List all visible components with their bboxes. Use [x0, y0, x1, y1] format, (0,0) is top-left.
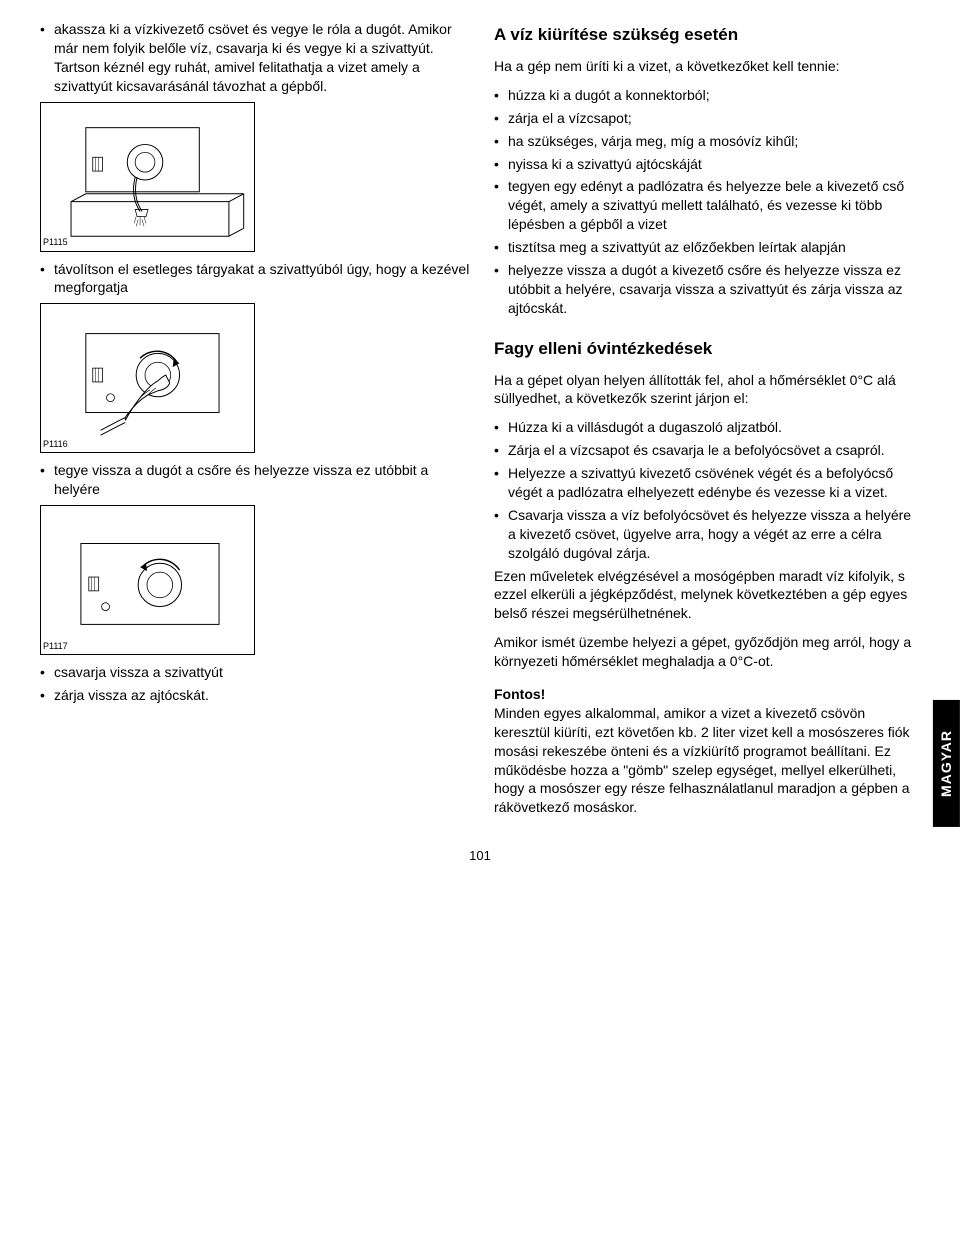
list-item: Zárja el a vízcsapot és csavarja le a be… [494, 441, 920, 460]
important-label: Fontos! [494, 686, 545, 702]
section2-bullet-list: Húzza ki a villásdugót a dugaszoló aljza… [494, 418, 920, 562]
figure-p1115: P1115 [40, 102, 255, 252]
left-column: akassza ki a vízkivezető csövet és vegye… [40, 20, 470, 817]
figure-p1116: P1116 [40, 303, 255, 453]
section2-paragraph: Ezen műveletek elvégzésével a mosógépben… [494, 567, 920, 624]
section-heading-drain: A víz kiürítése szükség esetén [494, 24, 920, 47]
section-heading-frost: Fagy elleni óvintézkedések [494, 338, 920, 361]
pump-hand-rotate-diagram-icon [41, 304, 254, 452]
important-block: Fontos! Minden egyes alkalommal, amikor … [494, 685, 920, 817]
language-side-tab: MAGYAR [933, 700, 960, 827]
list-item: csavarja vissza a szivattyút [40, 663, 470, 682]
list-item: ha szükséges, várja meg, míg a mosóvíz k… [494, 132, 920, 151]
figure-label: P1116 [43, 438, 68, 450]
pump-hose-diagram-icon [41, 103, 254, 251]
intro-bullet-list: akassza ki a vízkivezető csövet és vegye… [40, 20, 470, 96]
list-item: húzza ki a dugót a konnektorból; [494, 86, 920, 105]
after-fig2-bullet: tegye vissza a dugót a csőre és helyezze… [40, 461, 470, 499]
figure-label: P1117 [43, 640, 68, 652]
final-bullet-list: csavarja vissza a szivattyút zárja vissz… [40, 663, 470, 705]
list-item: helyezze vissza a dugót a kivezető csőre… [494, 261, 920, 318]
figure-label: P1115 [43, 236, 68, 248]
section2-paragraph: Amikor ismét üzembe helyezi a gépet, győ… [494, 633, 920, 671]
two-column-layout: akassza ki a vízkivezető csövet és vegye… [40, 20, 920, 817]
list-item: Csavarja vissza a víz befolyócsövet és h… [494, 506, 920, 563]
list-item: Húzza ki a villásdugót a dugaszoló aljza… [494, 418, 920, 437]
after-fig1-bullet: távolítson el esetleges tárgyakat a sziv… [40, 260, 470, 298]
list-item: nyissa ki a szivattyú ajtócskáját [494, 155, 920, 174]
list-item: tegyen egy edényt a padlózatra és helyez… [494, 177, 920, 234]
section2-lead: Ha a gépet olyan helyen állították fel, … [494, 371, 920, 409]
list-item: akassza ki a vízkivezető csövet és vegye… [40, 20, 470, 96]
pump-reinstall-diagram-icon [41, 506, 254, 654]
section1-lead: Ha a gép nem üríti ki a vizet, a követke… [494, 57, 920, 76]
list-item: zárja el a vízcsapot; [494, 109, 920, 128]
list-item: tisztítsa meg a szivattyút az előzőekben… [494, 238, 920, 257]
list-item: zárja vissza az ajtócskát. [40, 686, 470, 705]
important-text: Minden egyes alkalommal, amikor a vizet … [494, 705, 910, 815]
list-item: távolítson el esetleges tárgyakat a sziv… [40, 260, 470, 298]
figure-p1117: P1117 [40, 505, 255, 655]
section1-bullet-list: húzza ki a dugót a konnektorból; zárja e… [494, 86, 920, 318]
list-item: Helyezze a szivattyú kivezető csövének v… [494, 464, 920, 502]
page-number: 101 [40, 847, 920, 865]
right-column: A víz kiürítése szükség esetén Ha a gép … [494, 20, 920, 817]
list-item: tegye vissza a dugót a csőre és helyezze… [40, 461, 470, 499]
